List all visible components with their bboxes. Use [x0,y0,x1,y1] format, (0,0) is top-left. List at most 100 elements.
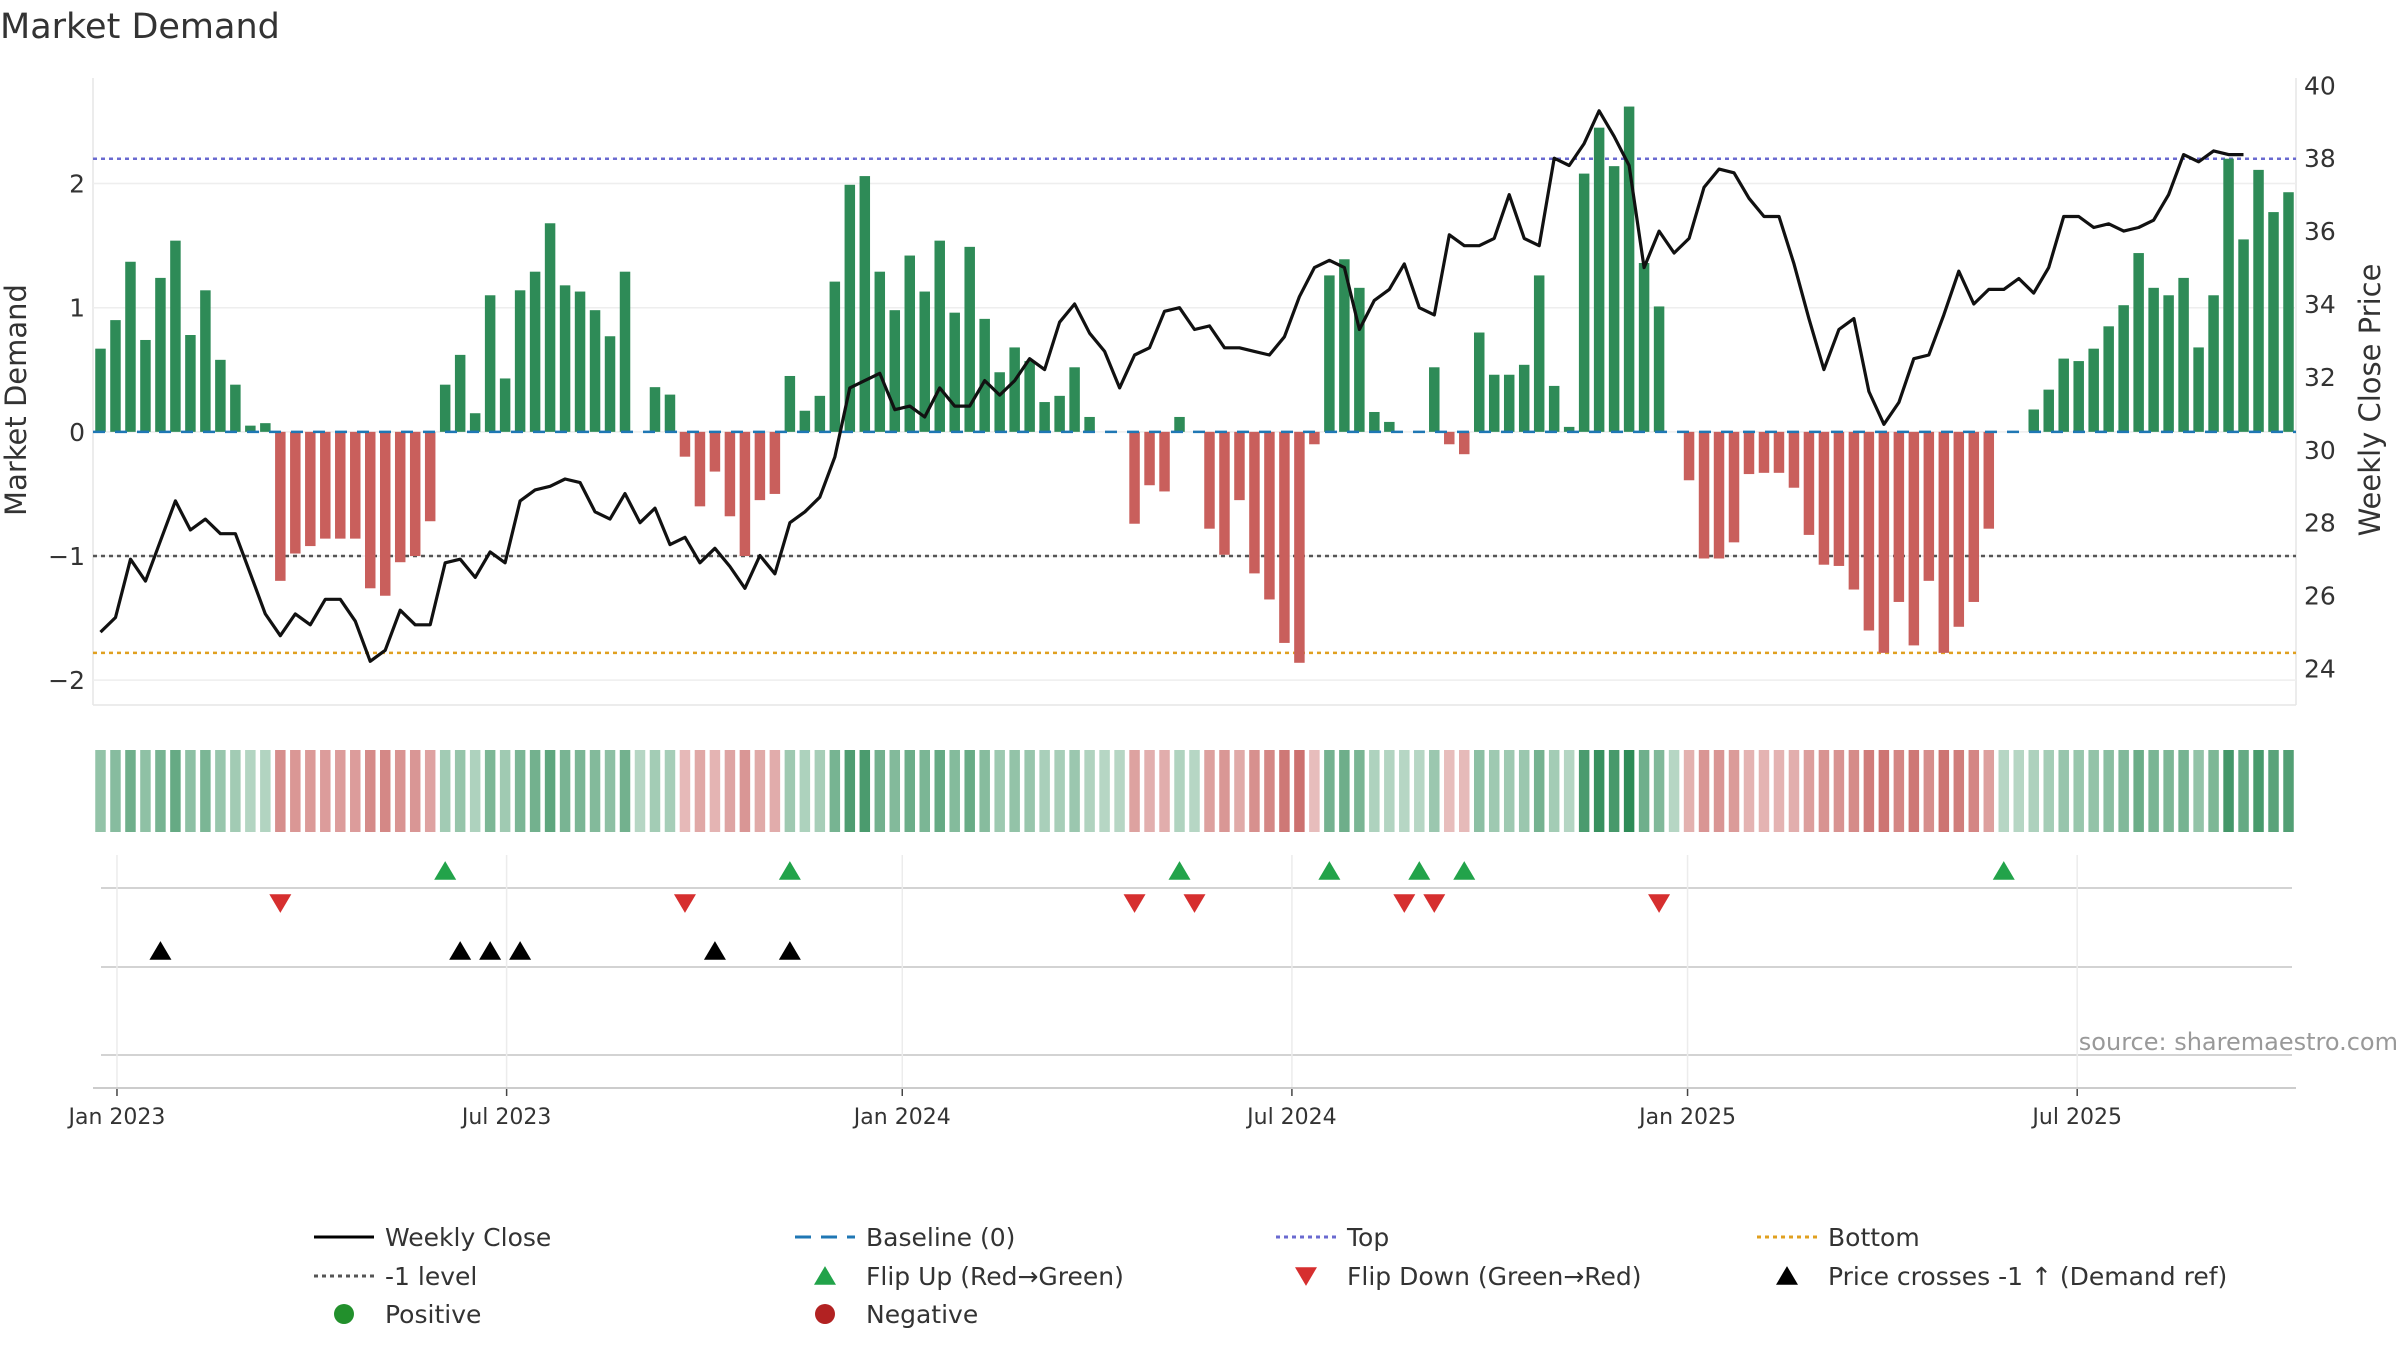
y-left-tick-label: 2 [69,170,85,199]
heat-cell [1114,750,1125,832]
heat-cell [1444,750,1455,832]
heat-cell [1024,750,1035,832]
demand-bar [679,431,691,457]
demand-bar [949,312,960,432]
demand-bar [1039,402,1050,432]
heat-cell [1129,750,1140,832]
demand-bar [424,431,436,522]
signal-marker [703,941,726,960]
legend-item: Flip Up (Red→Green) [814,1262,1124,1291]
legend-item: Weekly Close [314,1223,551,1252]
demand-bar [1578,173,1590,432]
heat-cell [1758,750,1770,832]
demand-bar [589,310,601,432]
signal-marker [1408,861,1431,880]
heat-cell [1054,750,1065,832]
legend-swatch [1776,1266,1798,1285]
heat-cell [1953,750,1965,832]
heat-cell [1159,750,1170,832]
demand-bar [2268,212,2279,432]
demand-bar [2238,239,2249,432]
signal-marker [1648,894,1671,913]
heat-cell [1488,750,1500,832]
heat-cell [110,750,121,832]
demand-bar [709,431,721,472]
heat-cell [889,750,901,832]
signal-marker [449,941,472,960]
weekly-close-series [99,109,2244,663]
legend-label: Flip Down (Green→Red) [1347,1262,1642,1291]
demand-bar [215,359,226,432]
demand-bar [245,425,256,432]
legend-item: Top [1276,1223,1389,1252]
heat-cell [574,750,586,832]
heat-cell [2238,750,2249,832]
heat-cell [1039,750,1050,832]
y-left-tick-label: −1 [48,542,85,571]
demand-bar [1653,306,1665,432]
heat-cell [155,750,166,832]
heat-cell [2088,750,2099,832]
demand-bar [1938,431,1950,653]
heat-cell [260,750,271,832]
heat-cell [200,750,211,832]
heat-cell [1189,750,1200,832]
demand-bar [1024,361,1035,432]
heat-cell [1788,750,1800,832]
heat-cell [2223,750,2234,832]
heat-cell [379,750,391,832]
demand-bar [1833,431,1845,566]
legend-item: Price crosses -1 ↑ (Demand ref) [1776,1262,2227,1291]
demand-bar [439,384,451,432]
demand-bar [1054,395,1065,432]
heat-cell [979,750,990,832]
demand-bar [1309,431,1320,445]
demand-bar [1863,431,1875,631]
demand-bar [604,336,616,432]
demand-bar [1923,431,1935,581]
heat-cell [2268,750,2279,832]
heat-cell [1399,750,1410,832]
demand-bar [1743,431,1755,475]
heat-cell [709,750,721,832]
heat-cell [1473,750,1485,832]
heat-cell [904,750,916,832]
heat-cell [185,750,196,832]
signal-marker [509,941,532,960]
heat-cell [2103,750,2114,832]
heat-cell [1653,750,1665,832]
heat-cell [1563,750,1575,832]
heat-cell [724,750,736,832]
gridlines [92,78,2297,706]
heat-cell [739,750,751,832]
demand-bar [1234,431,1245,501]
signal-marker [479,941,502,960]
heat-cell [1069,750,1080,832]
signal-marker [778,941,801,960]
demand-bar [484,295,496,432]
legend-label: Baseline (0) [866,1223,1015,1252]
heat-cell [1683,750,1695,832]
legend-item: Positive [334,1300,481,1329]
heat-cell [604,750,616,832]
heat-cell [439,750,451,832]
heat-cell [1773,750,1785,832]
demand-bar [2103,326,2114,432]
demand-bar [1818,431,1830,565]
signal-marker [1123,894,1146,913]
demand-bar [889,310,901,432]
legend-item: -1 level [314,1262,477,1291]
demand-bar [994,372,1005,432]
heat-cell [694,750,706,832]
legend-swatch [815,1304,835,1324]
heat-cell [919,750,930,832]
x-tick-label: Jan 2024 [852,1105,951,1130]
legend-item: Baseline (0) [795,1223,1015,1252]
demand-bar [574,291,586,432]
signal-marker [1453,861,1476,880]
x-tick-label: Jul 2024 [1245,1105,1337,1130]
x-tick-label: Jan 2025 [1637,1105,1736,1130]
demand-bar [125,261,136,432]
heat-cell [1593,750,1605,832]
